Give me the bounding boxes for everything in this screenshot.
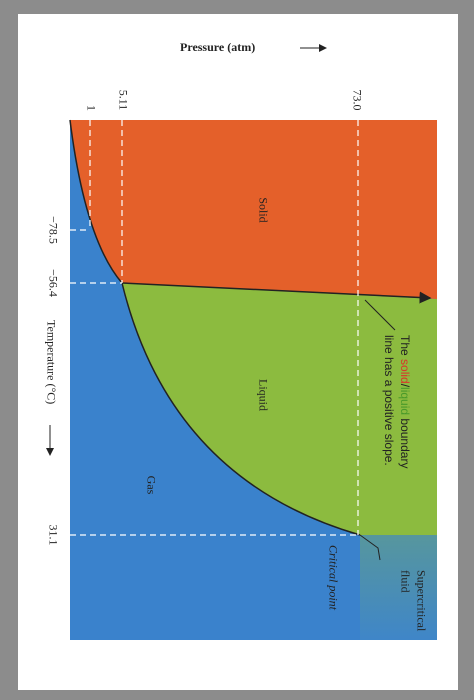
note-text: / [398, 384, 412, 388]
gas-label: Gas [144, 476, 158, 495]
liquid-label: Liquid [256, 379, 270, 411]
critical-pointer [359, 534, 381, 561]
pressure-tick: 5.11 [116, 90, 130, 111]
temperature-tick: −78.5 [46, 216, 60, 244]
solid-label: Solid [256, 197, 270, 222]
boundary-pointer [364, 299, 396, 331]
pressure-label: Pressure (atm) [180, 40, 255, 54]
supercritical-label: Supercritical [414, 570, 428, 632]
supercritical-label: fluid [398, 570, 412, 593]
note-text: boundary [398, 415, 412, 468]
vaporization-curve [121, 282, 361, 536]
temperature-label: Temperature (°C) [44, 320, 58, 404]
boundary-note: The solid/liquid boundary [398, 335, 412, 468]
pressure-tick: 73.0 [350, 90, 364, 111]
guides [70, 120, 360, 536]
critical-point-label: Critical point [326, 545, 340, 611]
note-solid: solid [398, 359, 412, 384]
temperature-tick: 31.1 [46, 525, 60, 546]
note-text: The [398, 335, 412, 359]
note-liquid: liquid [398, 387, 412, 415]
melting-line [121, 282, 432, 304]
pressure-tick: 1 [84, 105, 98, 111]
temperature-tick: −56.4 [46, 269, 60, 297]
boundary-note: line has a positive slope. [382, 335, 396, 466]
solid-region [70, 120, 437, 299]
